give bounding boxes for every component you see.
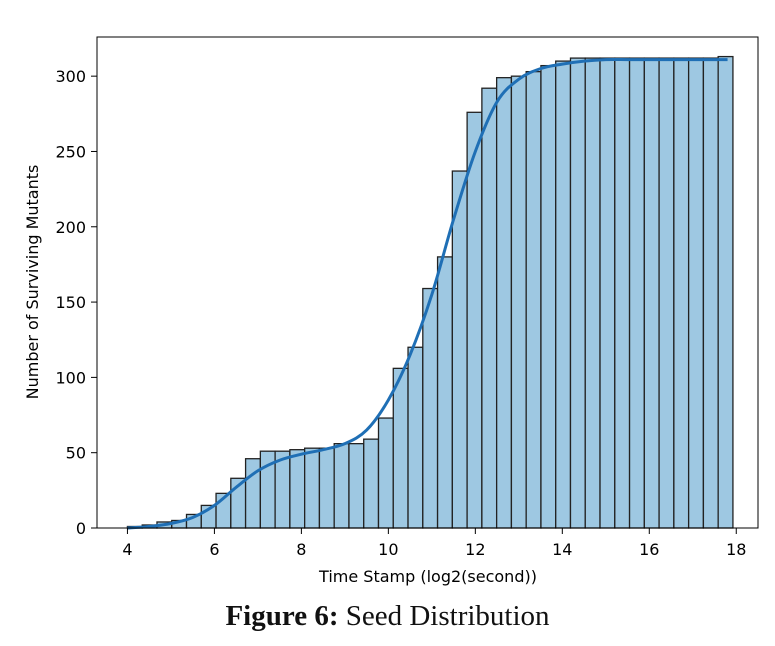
x-tick-label: 4 [122,540,132,559]
histogram-bar [348,443,365,529]
figure-number: Figure 6: [225,600,339,632]
y-axis-title: Number of Surviving Mutants [23,165,42,400]
histogram-bar [407,346,424,529]
y-tick-label: 100 [55,368,86,387]
x-tick-label: 12 [465,540,485,559]
histogram-bar [717,55,734,529]
cumulative-curve [127,57,728,530]
histogram-bar [304,447,321,529]
y-tick-label: 150 [55,293,86,312]
histogram-bar [702,57,719,529]
histogram-bar [466,111,483,529]
histogram-bar [599,57,616,529]
y-tick-label: 200 [55,218,86,237]
histogram-bar [555,60,572,529]
x-tick-label: 10 [378,540,398,559]
y-tick-label: 50 [66,444,86,463]
histogram-bar [392,367,409,529]
histogram-bar [658,57,675,529]
histogram-bar [584,57,601,529]
histogram-bar [377,417,394,529]
histogram-bar [643,57,660,529]
histogram-bar [422,287,439,529]
figure-caption: Figure 6: Seed Distribution [0,600,775,633]
histogram-bar [525,70,542,529]
histogram-bar [289,449,306,529]
histogram-bar [540,64,557,529]
x-axis-ticks: 4 6 8 10 12 14 16 18 [122,528,746,559]
y-tick-label: 0 [76,519,86,538]
histogram-bar [436,256,453,529]
histogram-bar [333,443,350,529]
histogram-bar [628,57,645,529]
y-tick-label: 250 [55,142,86,161]
histogram-bar [614,57,631,529]
x-axis-title: Time Stamp (log2(second)) [318,567,537,586]
x-tick-label: 14 [552,540,572,559]
histogram-bar [451,170,468,529]
histogram-bar [510,75,527,529]
histogram-bar [687,57,705,529]
histogram-bar [318,447,335,529]
histogram-bar [481,87,498,529]
x-tick-label: 16 [639,540,659,559]
histogram-bar [569,57,586,529]
histogram-bar [673,57,690,529]
x-tick-label: 18 [726,540,746,559]
y-tick-label: 300 [55,67,86,86]
x-tick-label: 8 [296,540,306,559]
histogram-chart: 4 6 8 10 12 14 16 18 0 50 100 150 200 250 300 Time St… [23,36,759,586]
plot-frame [96,36,759,529]
y-axis-ticks: 0 50 100 150 200 250 300 [55,67,97,538]
histogram-bar [495,77,513,529]
histogram-bar [363,438,380,529]
figure-title: Seed Distribution [345,600,550,632]
x-tick-label: 6 [209,540,219,559]
bars-layer [126,55,734,529]
